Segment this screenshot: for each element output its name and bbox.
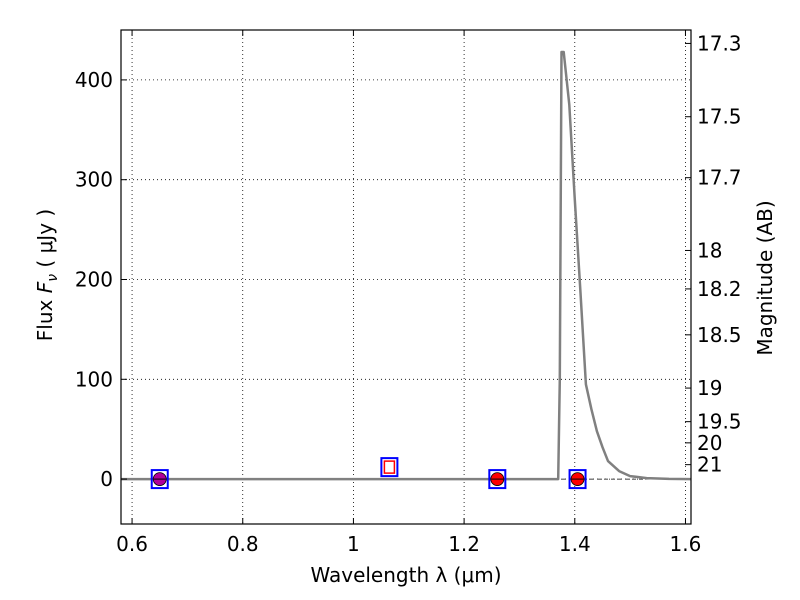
- x-tick-label: 1.2: [448, 532, 480, 556]
- y2-tick-label: 21: [697, 453, 722, 477]
- y2-tick-label: 19: [697, 376, 722, 400]
- x-tick-label: 1.4: [559, 532, 591, 556]
- observed-flux-square: [380, 457, 399, 478]
- y2-tick-label: 18.5: [697, 323, 742, 347]
- y2-tick-label: 17.3: [697, 31, 742, 55]
- observed-flux-square: [150, 469, 169, 490]
- y-tick-labels: 0 100 200 300 400: [75, 68, 113, 491]
- y2-tick-label: 17.7: [697, 166, 742, 190]
- model-spectrum: [121, 50, 692, 481]
- grid: [121, 30, 691, 524]
- x-tick-label: 0.6: [116, 532, 148, 556]
- plot-frame: [120, 29, 692, 525]
- y-tick-label: 200: [75, 267, 113, 291]
- y2-tick-label: 19.5: [697, 410, 742, 434]
- y-tick-label: 300: [75, 168, 113, 192]
- photometry-points: [150, 457, 587, 490]
- y-axis-label: Flux Fν ( μJy ): [33, 209, 61, 341]
- x-tick-label: 0.8: [227, 532, 259, 556]
- y2-tick-label: 20: [697, 431, 722, 455]
- upper-limit-square: [383, 460, 396, 474]
- x-tick-label: 1: [347, 532, 360, 556]
- axis-ticks: [121, 30, 691, 524]
- y-tick-label: 0: [100, 467, 113, 491]
- observed-flux-square: [568, 469, 587, 490]
- y-tick-label: 400: [75, 68, 113, 92]
- x-tick-labels: 0.6 0.8 1 1.2 1.4 1.6: [116, 532, 701, 556]
- x-tick-label: 1.6: [670, 532, 702, 556]
- y2-tick-label: 18: [697, 238, 722, 262]
- observed-flux-square: [488, 469, 507, 490]
- y-tick-label: 100: [75, 367, 113, 391]
- x-axis-label: Wavelength λ (μm): [310, 563, 501, 587]
- y2-tick-label: 18.2: [697, 277, 742, 301]
- y2-tick-label: 17.5: [697, 105, 742, 129]
- model-spectrum-line: [121, 50, 692, 481]
- y2-axis-label: Magnitude (AB): [753, 200, 777, 355]
